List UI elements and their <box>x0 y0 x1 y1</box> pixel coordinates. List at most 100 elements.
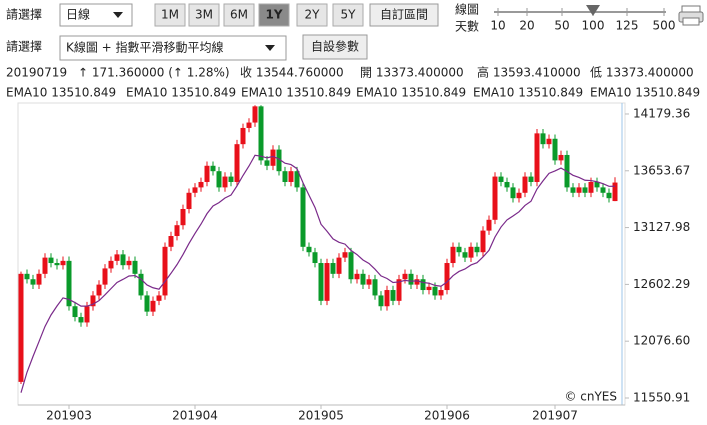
candle-body <box>78 317 84 323</box>
settings-text: 自設參數 <box>311 39 359 54</box>
candle-body <box>528 176 534 182</box>
range-button[interactable] <box>188 3 220 27</box>
candle-body <box>48 257 54 264</box>
range-text: 6M <box>230 8 248 22</box>
candle-body <box>114 254 120 261</box>
info-text: 高 13593.410000 <box>477 65 581 80</box>
candle-body <box>318 263 324 301</box>
candle-body <box>312 252 318 264</box>
candle-body <box>450 246 456 264</box>
candle-body <box>366 279 372 285</box>
slider-thumb[interactable] <box>586 5 600 16</box>
range-button[interactable] <box>258 3 290 27</box>
x-tick-label: 201907 <box>532 409 578 423</box>
slider-label: 線圖 <box>455 2 479 17</box>
candle-body <box>384 290 390 307</box>
select-label: 請選擇 <box>6 7 42 22</box>
settings-button[interactable] <box>302 34 368 60</box>
y-tick-label: 13653.67 <box>633 163 690 177</box>
slider-tick-label: 125 <box>616 19 639 33</box>
range-text: 1M <box>161 8 179 22</box>
candle-body <box>348 252 354 280</box>
candle-body <box>498 176 504 182</box>
y-tick-label: 11550.91 <box>633 390 690 404</box>
candle-body <box>558 154 564 161</box>
candle-body <box>546 138 552 145</box>
candle-body <box>606 192 612 199</box>
x-tick-label: 201905 <box>298 409 344 423</box>
candle-body <box>36 273 42 285</box>
candle-body <box>456 246 462 253</box>
candle-body <box>486 219 492 231</box>
candle-body <box>288 171 294 182</box>
candle-body <box>168 236 174 247</box>
candle-body <box>246 122 252 128</box>
candle-body <box>426 286 432 291</box>
print-icon[interactable] <box>678 5 704 26</box>
candle-body <box>18 273 24 382</box>
candle-body <box>66 260 72 307</box>
candle-body <box>330 263 336 274</box>
candle-body <box>192 187 198 193</box>
slider-tick-label: 50 <box>554 19 569 33</box>
candle-body <box>468 246 474 258</box>
range-button[interactable] <box>296 3 328 27</box>
candle-body <box>228 176 234 182</box>
candle-body <box>84 306 90 323</box>
range-button[interactable] <box>332 3 364 27</box>
watermark: © cnYES <box>564 390 617 404</box>
range-button[interactable] <box>154 3 186 27</box>
candle-body <box>462 252 468 258</box>
candle-body <box>72 306 78 318</box>
y-tick-label: 12076.60 <box>633 334 690 348</box>
ema-legend: EMA10 13510.849 <box>356 86 466 100</box>
candle-body <box>492 176 498 220</box>
y-tick-label: 13127.98 <box>633 220 690 234</box>
candle-body <box>474 246 480 253</box>
candle-body <box>480 230 486 253</box>
candle-body <box>306 246 312 253</box>
candle-body <box>60 260 66 266</box>
candle-body <box>444 263 450 291</box>
range-button[interactable] <box>223 3 255 27</box>
candle-body <box>186 192 192 209</box>
info-text: 開 13373.400000 <box>360 66 464 80</box>
chart-kind-select[interactable] <box>59 35 287 61</box>
ema-legend: EMA10 13510.849 <box>590 86 700 100</box>
candle-body <box>300 187 306 247</box>
candle-body <box>588 181 594 193</box>
candle-body <box>510 187 516 199</box>
ema-line <box>20 154 616 393</box>
candle-body <box>372 279 378 296</box>
custom-button[interactable] <box>369 3 439 27</box>
candle-body <box>342 252 348 258</box>
candle-body <box>90 295 96 307</box>
candle-body <box>204 165 210 182</box>
info-text: 收 13544.760000 <box>240 66 344 80</box>
candle-body <box>378 295 384 307</box>
candle-body <box>582 187 588 193</box>
candle-body <box>120 254 126 266</box>
x-tick-label: 201904 <box>172 409 218 423</box>
slider-label: 天數 <box>455 20 479 34</box>
y-tick-label: 12602.29 <box>633 277 690 291</box>
x-tick-label: 201903 <box>46 409 92 423</box>
candle-body <box>54 263 60 266</box>
candle-body <box>126 260 132 266</box>
candle-body <box>276 149 282 172</box>
range-text: 1Y <box>265 8 282 22</box>
candle-body <box>210 165 216 172</box>
candle-body <box>174 225 180 237</box>
slider-tick-label: 500 <box>653 19 676 33</box>
candle-body <box>414 279 420 285</box>
candle-body <box>24 273 30 280</box>
period-select[interactable] <box>59 3 133 27</box>
candle-body <box>294 171 300 188</box>
candle-body <box>534 133 540 182</box>
candle-body <box>540 133 546 145</box>
candle-body <box>576 187 582 193</box>
candle-body <box>216 171 222 188</box>
candle-body <box>594 181 600 188</box>
candle-body <box>144 295 150 312</box>
candle-body <box>108 260 114 269</box>
